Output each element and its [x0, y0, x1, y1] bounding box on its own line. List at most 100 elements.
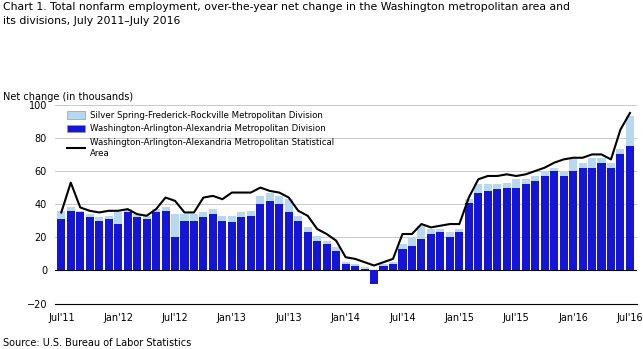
Bar: [626, 146, 634, 270]
Bar: [437, 232, 444, 270]
Bar: [361, 267, 368, 269]
Text: Net change (in thousands): Net change (in thousands): [3, 92, 133, 103]
Bar: [313, 236, 322, 241]
Bar: [114, 213, 122, 224]
Bar: [427, 234, 435, 270]
Bar: [247, 216, 255, 270]
Bar: [143, 219, 150, 270]
Bar: [455, 229, 464, 232]
Bar: [588, 168, 596, 270]
Bar: [559, 176, 568, 270]
Bar: [105, 216, 113, 219]
Bar: [531, 181, 539, 270]
Bar: [389, 264, 397, 270]
Bar: [569, 171, 577, 270]
Bar: [77, 213, 84, 270]
Bar: [266, 193, 274, 201]
Bar: [67, 211, 75, 270]
Bar: [219, 216, 226, 221]
Bar: [521, 184, 530, 270]
Bar: [190, 214, 198, 221]
Bar: [237, 213, 246, 217]
Bar: [579, 163, 586, 168]
Bar: [161, 211, 170, 270]
Bar: [617, 154, 624, 270]
Bar: [588, 158, 596, 168]
Bar: [559, 171, 568, 176]
Bar: [161, 207, 170, 211]
Bar: [399, 244, 406, 249]
Bar: [275, 204, 284, 270]
Bar: [133, 214, 141, 217]
Bar: [171, 214, 179, 237]
Bar: [446, 232, 454, 237]
Bar: [294, 221, 302, 270]
Bar: [133, 217, 141, 270]
Bar: [351, 264, 359, 266]
Bar: [77, 211, 84, 213]
Bar: [427, 229, 435, 234]
Bar: [455, 232, 464, 270]
Bar: [199, 217, 208, 270]
Bar: [503, 183, 511, 188]
Legend: Silver Spring-Frederick-Rockville Metropolitan Division, Washington-Arlington-Al: Silver Spring-Frederick-Rockville Metrop…: [65, 109, 336, 159]
Bar: [417, 239, 426, 270]
Bar: [181, 214, 188, 221]
Bar: [512, 188, 520, 270]
Bar: [475, 193, 482, 270]
Bar: [152, 213, 160, 270]
Bar: [541, 171, 548, 176]
Bar: [569, 159, 577, 171]
Bar: [579, 168, 586, 270]
Bar: [531, 176, 539, 181]
Bar: [465, 202, 473, 270]
Text: Chart 1. Total nonfarm employment, over-the-year net change in the Washington me: Chart 1. Total nonfarm employment, over-…: [3, 2, 570, 12]
Bar: [408, 237, 416, 246]
Bar: [86, 217, 94, 270]
Bar: [257, 196, 264, 204]
Bar: [379, 266, 388, 270]
Bar: [493, 184, 502, 189]
Bar: [209, 209, 217, 214]
Bar: [199, 213, 208, 217]
Bar: [209, 214, 217, 270]
Bar: [379, 264, 388, 266]
Bar: [285, 213, 293, 270]
Bar: [171, 237, 179, 270]
Bar: [465, 199, 473, 202]
Bar: [370, 270, 378, 284]
Bar: [303, 228, 312, 232]
Bar: [597, 163, 606, 270]
Bar: [86, 214, 94, 217]
Bar: [247, 211, 255, 216]
Bar: [228, 222, 236, 270]
Bar: [550, 171, 558, 270]
Bar: [597, 158, 606, 163]
Bar: [607, 168, 615, 270]
Bar: [484, 184, 492, 191]
Bar: [303, 232, 312, 270]
Bar: [237, 217, 246, 270]
Bar: [512, 179, 520, 188]
Bar: [617, 149, 624, 154]
Bar: [332, 247, 340, 251]
Bar: [257, 204, 264, 270]
Bar: [228, 216, 236, 222]
Bar: [323, 244, 331, 270]
Bar: [437, 229, 444, 232]
Bar: [275, 196, 284, 204]
Bar: [493, 189, 502, 270]
Bar: [626, 116, 634, 146]
Bar: [294, 216, 302, 221]
Bar: [550, 168, 558, 171]
Bar: [351, 266, 359, 270]
Bar: [152, 209, 160, 213]
Bar: [399, 249, 406, 270]
Bar: [408, 246, 416, 270]
Bar: [266, 201, 274, 270]
Bar: [123, 209, 132, 213]
Bar: [341, 264, 350, 270]
Bar: [95, 217, 104, 221]
Bar: [484, 191, 492, 270]
Text: its divisions, July 2011–July 2016: its divisions, July 2011–July 2016: [3, 16, 181, 26]
